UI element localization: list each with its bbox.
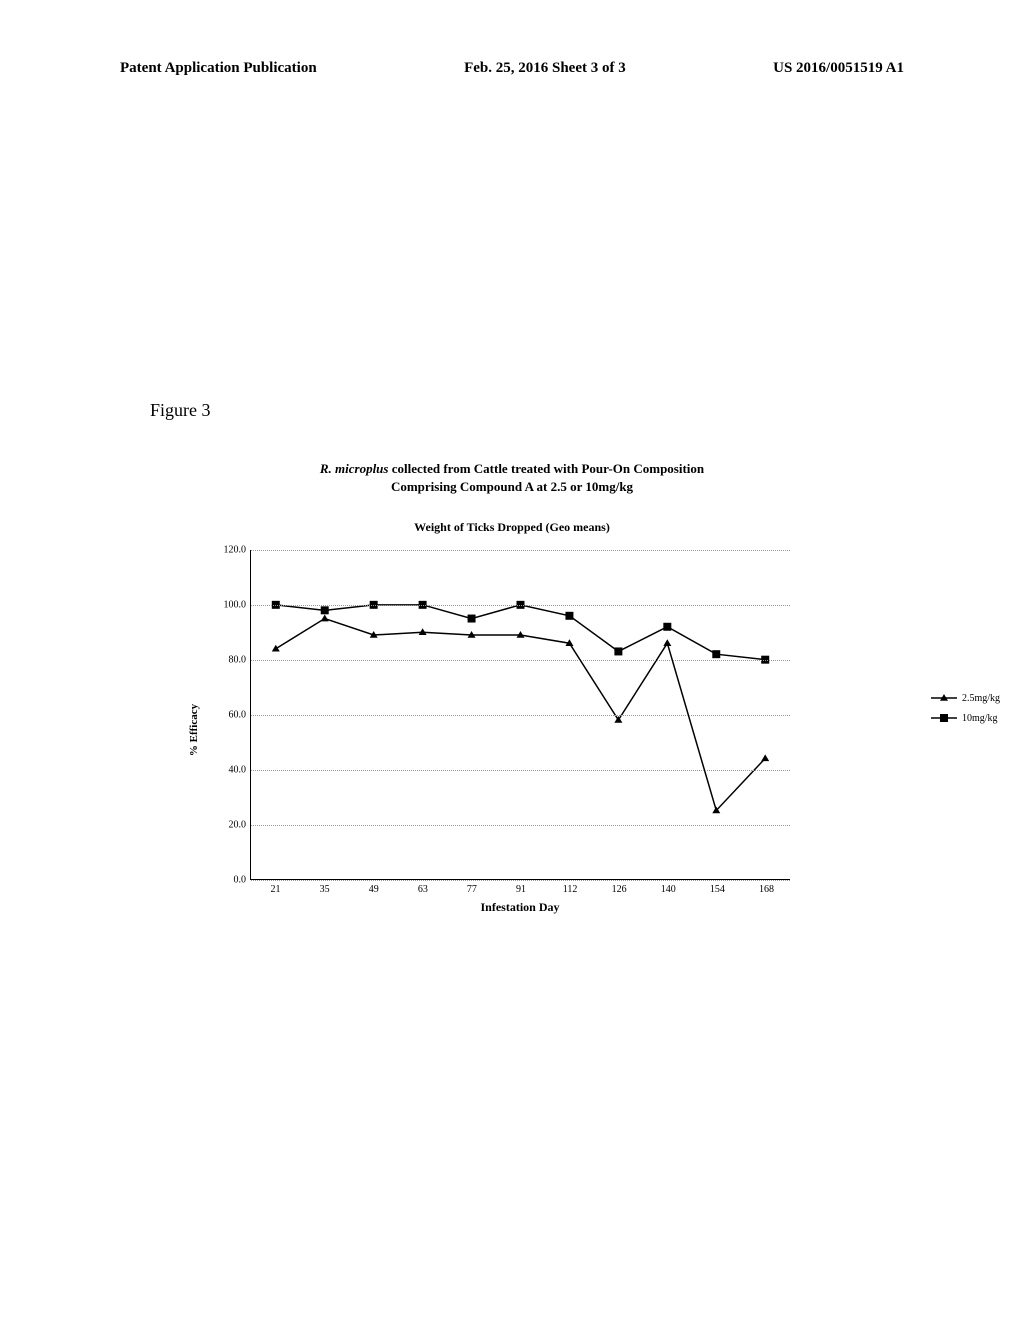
- chart-subtitle: Weight of Ticks Dropped (Geo means): [0, 520, 1024, 535]
- gridline: [251, 770, 790, 771]
- x-tick-label: 63: [418, 884, 428, 895]
- gridline: [251, 880, 790, 881]
- header-right: US 2016/0051519 A1: [773, 60, 904, 77]
- series-marker: [272, 645, 280, 652]
- chart-title: R. microplus collected from Cattle treat…: [0, 460, 1024, 496]
- chart-title-line2: Comprising Compound A at 2.5 or 10mg/kg: [391, 479, 633, 494]
- series-marker: [663, 623, 671, 631]
- legend-label: 10mg/kg: [962, 713, 998, 724]
- x-tick-label: 154: [710, 884, 725, 895]
- legend-label: 2.5mg/kg: [962, 693, 1000, 704]
- x-axis-label: Infestation Day: [480, 900, 559, 915]
- series-marker: [761, 754, 769, 761]
- y-tick-label: 40.0: [229, 765, 247, 776]
- x-tick-label: 91: [516, 884, 526, 895]
- x-tick-label: 140: [661, 884, 676, 895]
- legend: 2.5mg/kg 10mg/kg: [931, 692, 1000, 732]
- chart-container: % Efficacy 0.020.040.060.080.0100.0120.0…: [200, 540, 900, 920]
- series-marker: [663, 639, 671, 646]
- series-marker: [419, 628, 427, 635]
- header-center: Feb. 25, 2016 Sheet 3 of 3: [464, 60, 626, 77]
- x-tick-label: 35: [320, 884, 330, 895]
- series-marker: [321, 615, 329, 622]
- legend-marker-triangle-icon: [931, 692, 957, 704]
- x-tick-label: 126: [612, 884, 627, 895]
- series-marker: [321, 606, 329, 614]
- legend-item: 2.5mg/kg: [931, 692, 1000, 704]
- y-axis-label: % Efficacy: [188, 704, 200, 756]
- series-marker: [468, 615, 476, 623]
- x-tick-label: 112: [563, 884, 578, 895]
- gridline: [251, 715, 790, 716]
- page-header: Patent Application Publication Feb. 25, …: [0, 60, 1024, 77]
- x-tick-label: 77: [467, 884, 477, 895]
- x-tick-label: 49: [369, 884, 379, 895]
- figure-label: Figure 3: [150, 400, 211, 421]
- gridline: [251, 550, 790, 551]
- series-marker: [565, 612, 573, 620]
- y-tick-label: 20.0: [229, 820, 247, 831]
- series-marker: [614, 716, 622, 723]
- x-tick-label: 168: [759, 884, 774, 895]
- y-tick-label: 80.0: [229, 655, 247, 666]
- y-tick-label: 100.0: [224, 600, 247, 611]
- y-tick-label: 0.0: [234, 875, 247, 886]
- plot-area: 0.020.040.060.080.0100.0120.021354963779…: [250, 550, 790, 880]
- x-tick-label: 21: [271, 884, 281, 895]
- legend-item: 10mg/kg: [931, 712, 1000, 724]
- gridline: [251, 825, 790, 826]
- chart-title-rest: collected from Cattle treated with Pour-…: [388, 461, 704, 476]
- y-tick-label: 120.0: [224, 545, 247, 556]
- series-marker: [614, 647, 622, 655]
- gridline: [251, 660, 790, 661]
- header-left: Patent Application Publication: [120, 60, 317, 77]
- chart-title-italic: R. microplus: [320, 461, 389, 476]
- legend-marker-square-icon: [931, 712, 957, 724]
- series-marker: [712, 650, 720, 658]
- gridline: [251, 605, 790, 606]
- y-tick-label: 60.0: [229, 710, 247, 721]
